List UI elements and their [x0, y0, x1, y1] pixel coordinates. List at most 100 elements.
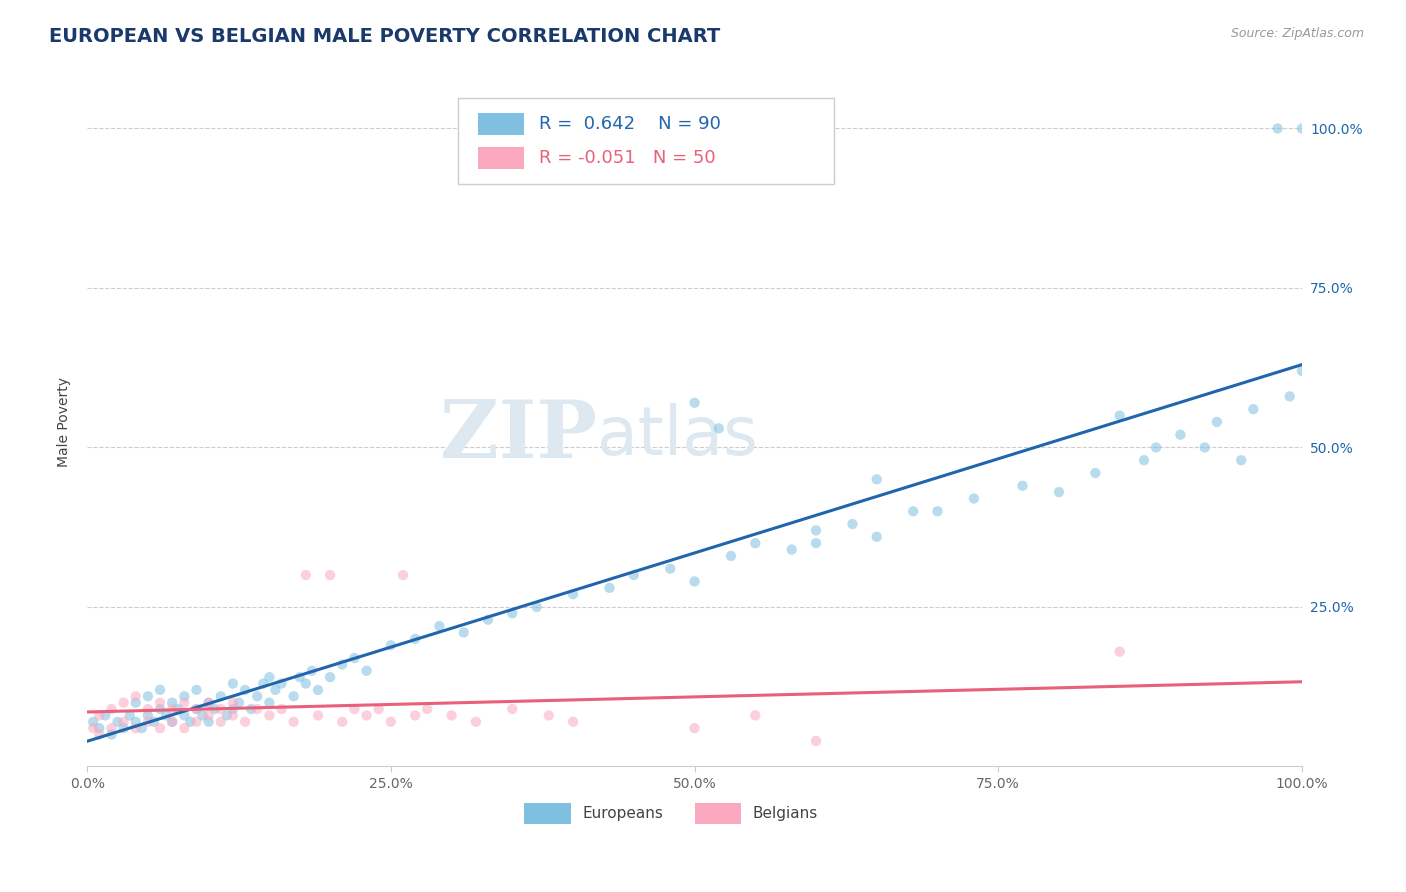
Point: [392, 568, 415, 582]
Point: [136, 690, 159, 704]
Point: [1011, 479, 1033, 493]
Point: [136, 714, 159, 729]
Point: [209, 714, 232, 729]
Text: Belgians: Belgians: [752, 805, 818, 821]
Point: [222, 702, 245, 716]
Point: [404, 708, 426, 723]
FancyBboxPatch shape: [478, 147, 524, 169]
Point: [197, 696, 219, 710]
Point: [683, 574, 706, 589]
Point: [623, 568, 645, 582]
Point: [1267, 121, 1289, 136]
Point: [1194, 441, 1216, 455]
Point: [343, 702, 366, 716]
Point: [215, 708, 238, 723]
Point: [1291, 364, 1313, 378]
Point: [233, 682, 256, 697]
Point: [125, 696, 148, 710]
Point: [160, 702, 183, 716]
Point: [1278, 389, 1301, 403]
Point: [160, 714, 183, 729]
Point: [259, 696, 281, 710]
Point: [240, 702, 263, 716]
Point: [683, 396, 706, 410]
Point: [356, 664, 378, 678]
Point: [197, 708, 219, 723]
Point: [136, 708, 159, 723]
Point: [186, 682, 208, 697]
Point: [252, 676, 274, 690]
Point: [1108, 409, 1130, 423]
Point: [259, 670, 281, 684]
Point: [270, 702, 292, 716]
Point: [744, 536, 766, 550]
Point: [901, 504, 924, 518]
Point: [100, 721, 122, 735]
Point: [112, 714, 135, 729]
Text: atlas: atlas: [598, 402, 758, 468]
Point: [1241, 402, 1264, 417]
Point: [233, 714, 256, 729]
Point: [295, 568, 318, 582]
Point: [501, 702, 523, 716]
Point: [125, 721, 148, 735]
Point: [173, 690, 195, 704]
Point: [1170, 427, 1192, 442]
Point: [562, 587, 585, 601]
Text: R =  0.642    N = 90: R = 0.642 N = 90: [538, 114, 721, 133]
Point: [404, 632, 426, 646]
Point: [173, 696, 195, 710]
Point: [659, 562, 682, 576]
Point: [356, 708, 378, 723]
Point: [186, 714, 208, 729]
Point: [295, 676, 318, 690]
Point: [160, 696, 183, 710]
Point: [167, 702, 190, 716]
Point: [204, 702, 226, 716]
Point: [683, 721, 706, 735]
Point: [367, 702, 389, 716]
Text: Europeans: Europeans: [582, 805, 664, 821]
Point: [283, 690, 305, 704]
Point: [173, 708, 195, 723]
Point: [186, 702, 208, 716]
Text: Source: ZipAtlas.com: Source: ZipAtlas.com: [1230, 27, 1364, 40]
Point: [477, 613, 499, 627]
Point: [197, 714, 219, 729]
Point: [125, 714, 148, 729]
Point: [963, 491, 986, 506]
FancyBboxPatch shape: [524, 803, 571, 823]
Point: [1108, 645, 1130, 659]
Text: EUROPEAN VS BELGIAN MALE POVERTY CORRELATION CHART: EUROPEAN VS BELGIAN MALE POVERTY CORRELA…: [49, 27, 720, 45]
Point: [537, 708, 560, 723]
Point: [562, 714, 585, 729]
Point: [112, 696, 135, 710]
Point: [1144, 441, 1167, 455]
Point: [301, 664, 323, 678]
Point: [89, 728, 111, 742]
Point: [599, 581, 621, 595]
Point: [429, 619, 451, 633]
FancyBboxPatch shape: [478, 112, 524, 135]
Point: [149, 702, 172, 716]
Point: [416, 702, 439, 716]
Point: [173, 721, 195, 735]
Point: [464, 714, 486, 729]
Point: [246, 702, 269, 716]
Point: [804, 536, 827, 550]
Point: [222, 708, 245, 723]
Point: [780, 542, 803, 557]
Point: [186, 702, 208, 716]
Text: R = -0.051   N = 50: R = -0.051 N = 50: [538, 149, 716, 167]
Point: [307, 708, 329, 723]
Point: [380, 714, 402, 729]
Point: [319, 670, 342, 684]
Point: [927, 504, 949, 518]
Point: [131, 721, 153, 735]
Point: [1133, 453, 1156, 467]
Point: [259, 708, 281, 723]
Point: [330, 714, 353, 729]
Point: [307, 682, 329, 697]
Point: [149, 721, 172, 735]
Point: [720, 549, 742, 563]
